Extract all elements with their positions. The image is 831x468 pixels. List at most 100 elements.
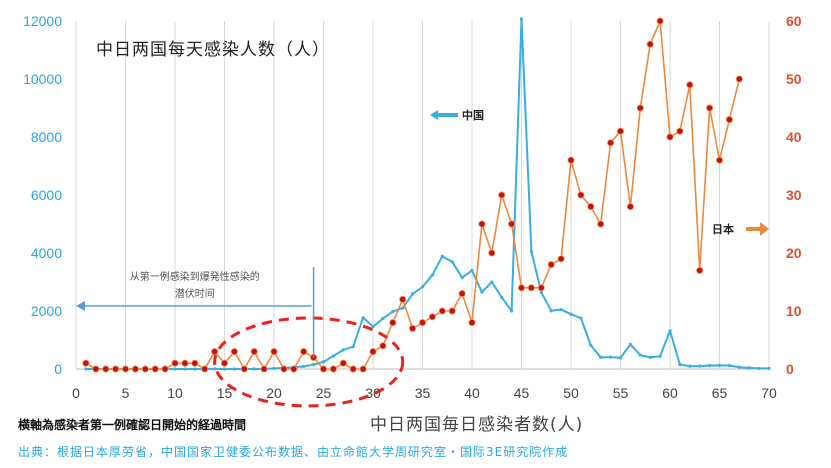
japan-point [300,347,308,356]
japan-point [82,359,90,367]
china-point [579,316,583,320]
japan-point [379,342,387,350]
china-legend-label: 中国 [462,108,484,122]
annotation-text-line2: 潜伏时间 [175,287,215,300]
highlight-ellipse [213,316,405,408]
x-axis-label: 中日两国毎日感染者数(人) [370,415,584,435]
japan-point [92,365,100,373]
china-point [232,367,236,371]
china-point [341,348,345,352]
chart-title: 中日两国每天感染人数（人） [96,40,330,60]
china-point [609,355,613,359]
japan-point [507,220,516,228]
japan-point [270,347,278,356]
japan-point [280,365,288,373]
x-tick-label: 15 [217,385,233,401]
china-point [312,363,316,367]
japan-point [735,75,743,83]
china-point [727,363,732,368]
japan-point [458,289,466,298]
china-point [252,367,256,371]
china-point [84,367,88,371]
japan-point [230,347,238,356]
y-left-tick-label: 12000 [23,13,62,29]
x-tick-label: 65 [712,385,728,401]
china-point [708,363,712,368]
china-point [411,292,415,296]
japan-point [349,365,357,373]
x-tick-label: 10 [167,385,183,401]
japan-point [606,139,615,147]
japan-point [676,127,684,135]
japan-point [181,359,189,367]
japan-point [428,313,436,321]
china-point [420,285,425,289]
japan-point [161,365,169,373]
japan-point [418,318,427,327]
series-china [84,17,771,371]
china-point [658,354,662,358]
china-point [618,356,623,360]
japan-point [567,156,575,164]
japan-point [319,365,328,373]
japan-point [102,365,110,373]
china-point [549,309,553,313]
x-tick-label: 70 [761,385,777,401]
japan-point [488,249,496,257]
china-point [737,365,741,369]
x-axis: 0 5 10 15 20 25 30 35 40 45 50 55 60 65 70 [72,385,777,401]
china-point [450,260,454,264]
japan-point [260,365,268,373]
y-left-tick-label: 4000 [31,245,62,261]
annotation-arrow-head [76,301,85,311]
annotation-text-line1: 从第一例感染到爆発性感染的 [130,270,260,283]
japan-point [191,359,199,367]
y-right-tick-label: 30 [786,187,802,203]
china-point [510,309,514,313]
china-point [440,254,444,258]
japan-point [369,347,377,356]
japan-point [696,266,704,274]
china-point [599,355,603,359]
japan-point [646,40,654,48]
japan-point [656,17,664,25]
japan-point [220,359,229,367]
japan-point [131,365,139,373]
japan-point [577,191,585,199]
china-point [668,329,672,333]
japan-point [527,284,536,292]
china-point [678,363,682,367]
china-point [361,316,365,320]
china-point [490,280,494,284]
y-right-tick-label: 50 [786,71,802,87]
y-right-tick-label: 20 [786,245,802,261]
x-tick-label: 60 [662,385,678,401]
china-point [480,290,484,294]
y-right-tick-label: 10 [786,303,802,319]
x-tick-label: 20 [266,385,282,401]
x-tick-label: 25 [316,385,332,401]
y-right-tick-label: 40 [786,129,802,145]
japan-point [666,133,674,141]
china-point [519,17,524,21]
china-point [648,355,652,359]
china-point [470,268,474,272]
china-point [193,367,197,371]
series-japan-line [85,20,741,370]
y-left-tick-label: 0 [54,361,62,377]
japan-point [686,81,694,89]
y-right-tick-label: 60 [786,13,802,29]
japan-point [141,365,149,373]
china-point [589,343,593,347]
china-point [381,316,385,321]
japan-point [616,127,625,135]
china-point [747,366,751,370]
china-point [500,295,504,299]
y-left-tick-label: 6000 [31,187,62,203]
japan-point [597,220,605,228]
y-left-tick-label: 10000 [23,71,62,87]
japan-point [715,156,724,164]
china-point [371,325,375,329]
